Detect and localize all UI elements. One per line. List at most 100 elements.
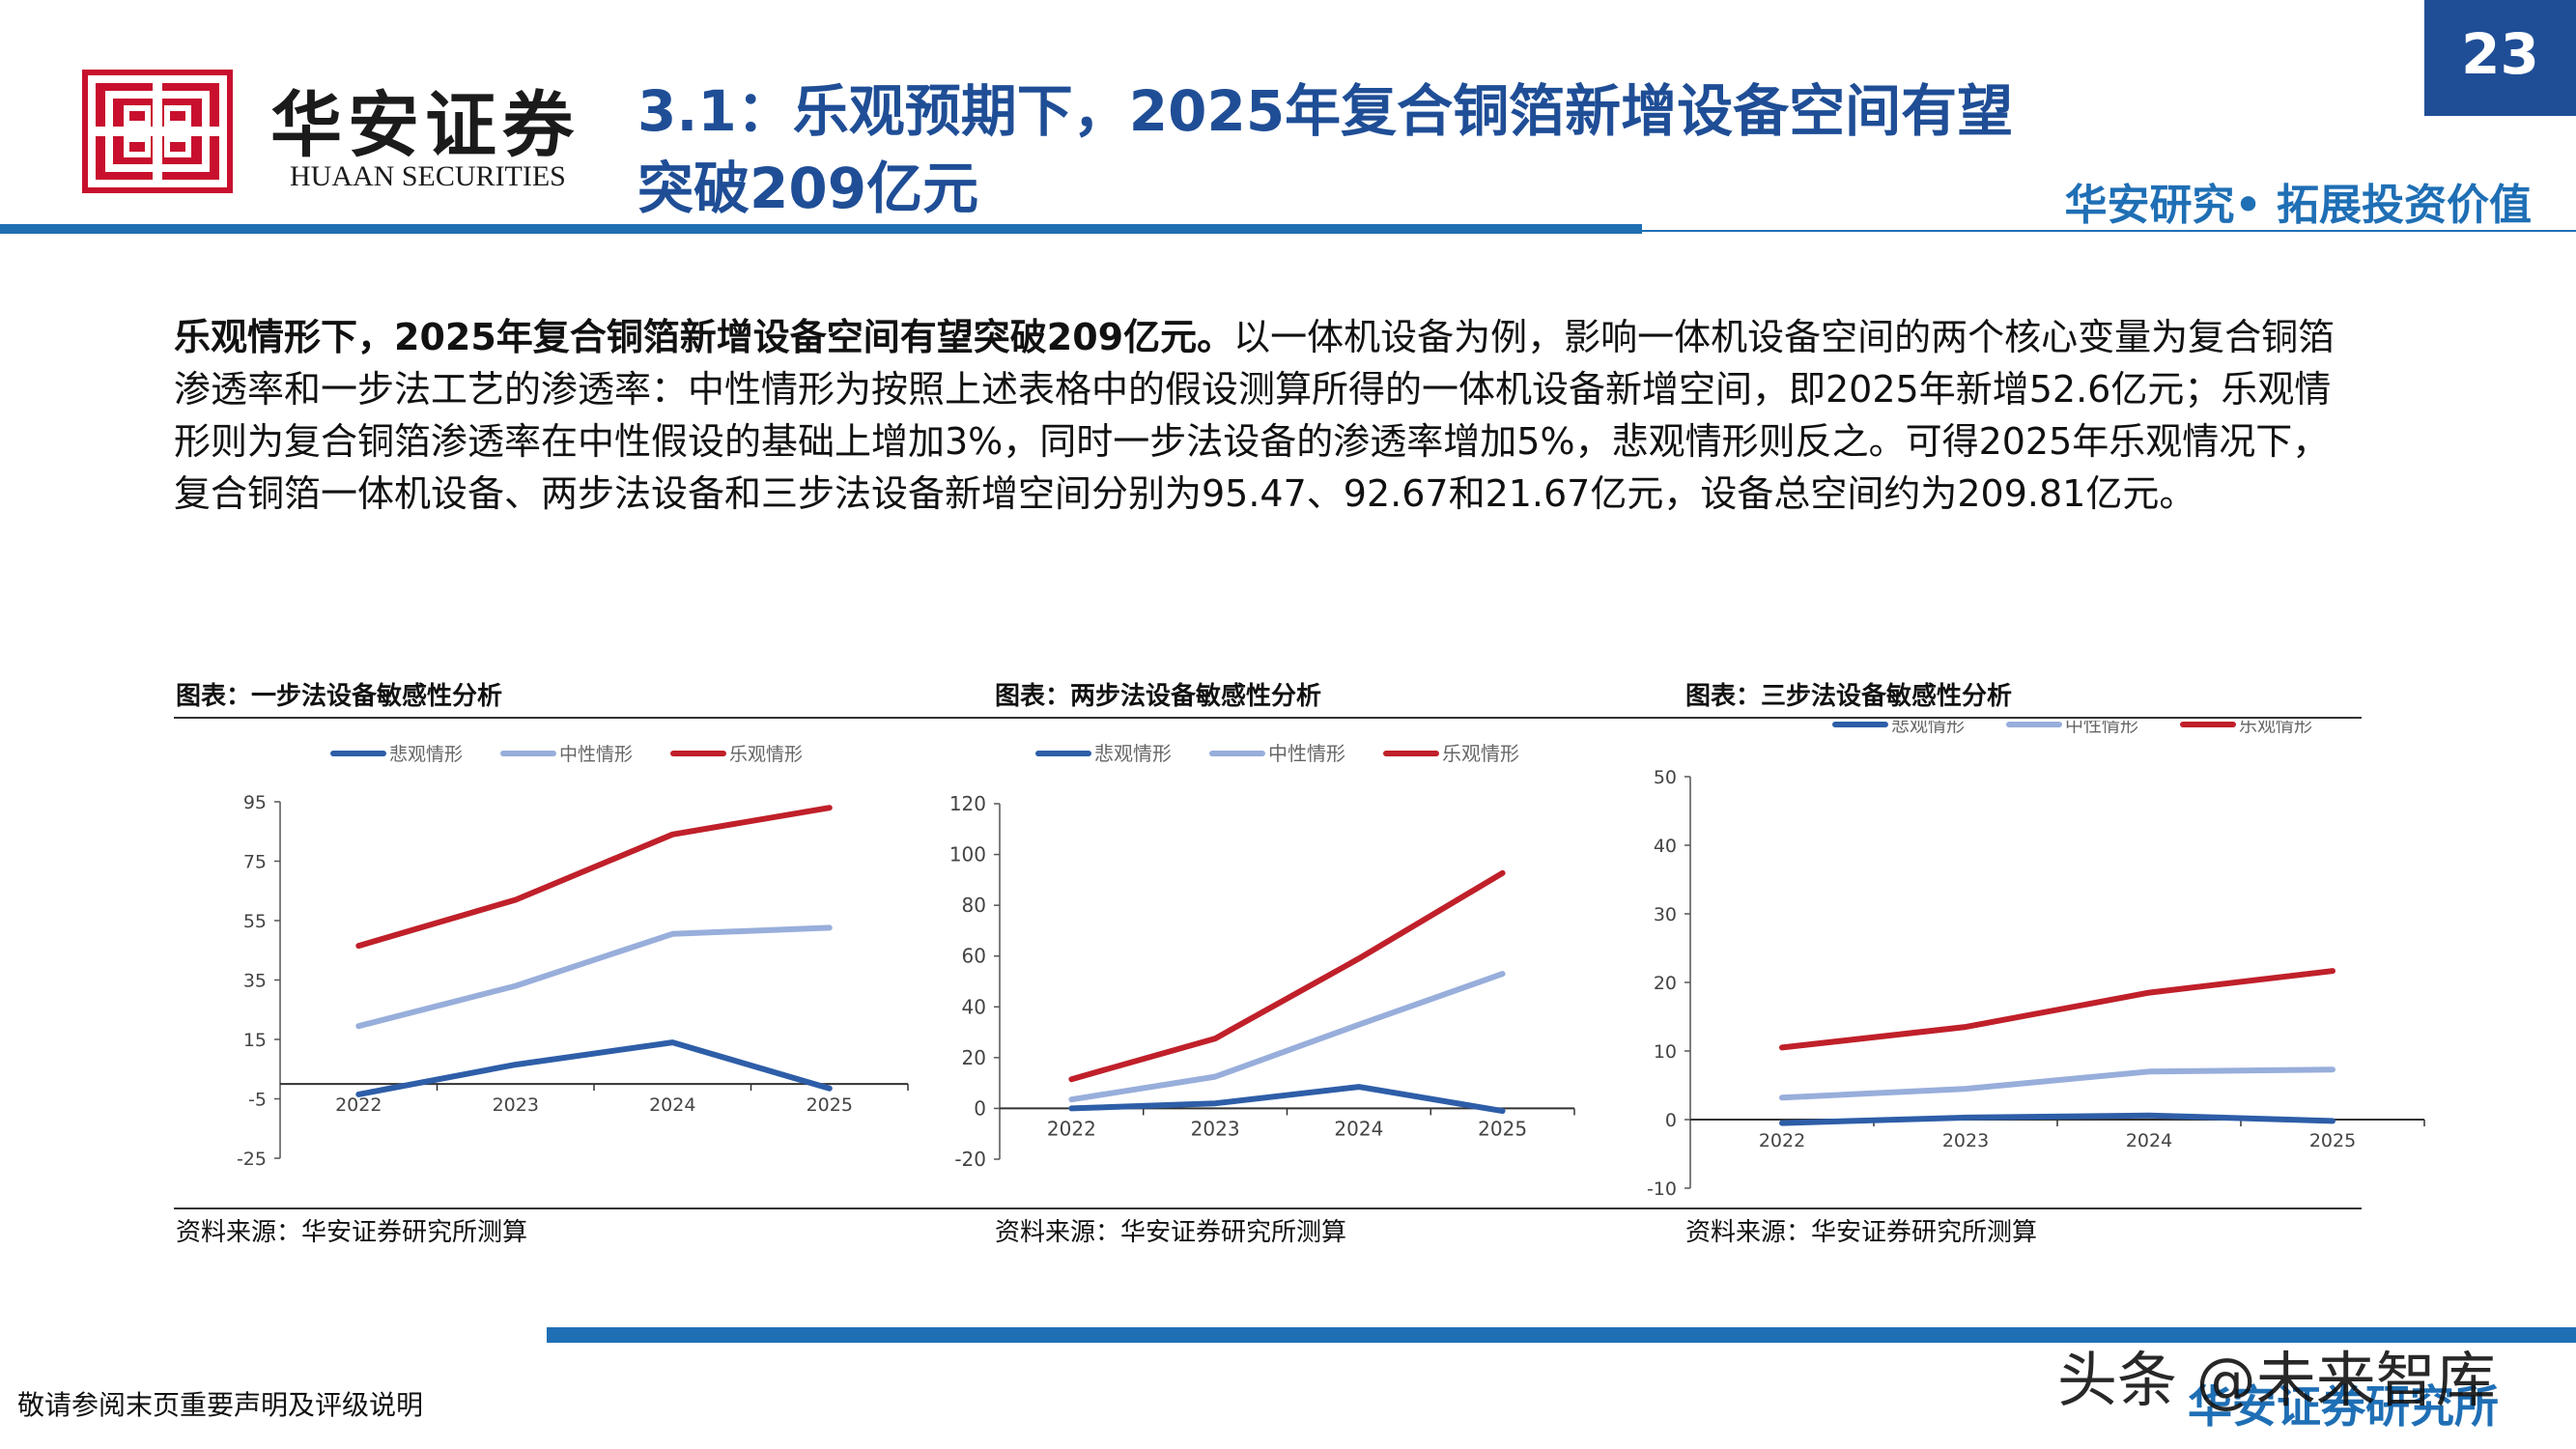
x-tick-label: 2023 [1191, 1117, 1240, 1140]
x-tick-label: 2022 [1047, 1117, 1096, 1140]
series-line-1 [1779, 1066, 2335, 1101]
series-0-point [1502, 1110, 1504, 1112]
series-1-point [671, 933, 673, 935]
y-tick-label: 35 [243, 971, 267, 992]
legend-label-1: 中性情形 [2065, 721, 2138, 736]
chart-1-title: 图表：一步法设备敏感性分析 [176, 682, 503, 711]
series-1-point [2148, 1070, 2150, 1072]
summary-lead: 乐观情形下，2025年复合铜箔新增设备空间有望突破209亿元。 [174, 316, 1234, 358]
y-tick-label: 100 [949, 843, 986, 867]
series-2-point [515, 898, 517, 900]
chart-2-source: 资料来源：华安证券研究所测算 [995, 1218, 1347, 1247]
chart-2-two-step-sensitivity: -20 0 20 40 60 80 100 120 2022 2023 2024 2025 悲观情形 中性… [949, 742, 1575, 1171]
x-tick-label: 2023 [1942, 1130, 1989, 1151]
page-number: 23 [2461, 21, 2539, 87]
x-tick-label: 2022 [335, 1094, 382, 1116]
y-tick-label: -5 [248, 1090, 267, 1111]
y-tick-label: -10 [1647, 1179, 1677, 1200]
x-tick-label: 2025 [1478, 1117, 1527, 1140]
x-tick-label: 2024 [649, 1094, 695, 1116]
series-line-1 [1068, 971, 1506, 1103]
series-2-point [2332, 970, 2334, 972]
series-2-point [1965, 1026, 1967, 1028]
brand-name-cn: 华安证券 [270, 84, 580, 167]
series-2-point [1502, 872, 1504, 874]
x-tick-label: 2025 [2309, 1130, 2356, 1151]
x-tick-label: 2022 [1759, 1130, 1805, 1151]
series-0-point [2148, 1115, 2150, 1117]
chart-2-title: 图表：两步法设备敏感性分析 [995, 682, 1322, 711]
series-2-point [2148, 992, 2150, 994]
chart-1-one-step-sensitivity: -25 -5 15 35 55 75 95 2022 2023 2024 2025 悲观情形 中性情形 乐… [237, 744, 909, 1170]
legend-label-0: 悲观情形 [1094, 742, 1172, 765]
y-tick-label: 40 [1654, 836, 1677, 857]
chart-1-source: 资料来源：华安证券研究所测算 [176, 1218, 528, 1247]
y-tick-label: 80 [962, 894, 986, 917]
series-0-point [1781, 1122, 1783, 1124]
series-0-point [1214, 1102, 1216, 1104]
series-1-point [1214, 1076, 1216, 1078]
watermark: 头条 @未来智库 [2057, 1345, 2496, 1415]
chart-3-title: 图表：三步法设备敏感性分析 [1685, 682, 2013, 711]
series-0-point [2332, 1120, 2334, 1122]
series-1-point [1502, 973, 1504, 975]
legend-label-1: 中性情形 [1268, 742, 1345, 765]
charts-top-rule [174, 717, 1888, 719]
series-2-point [1214, 1037, 1216, 1039]
x-tick-label: 2025 [807, 1094, 853, 1116]
y-tick-label: 75 [243, 852, 267, 873]
series-1-point [1781, 1096, 1783, 1098]
series-2-point [1358, 957, 1360, 959]
page-title-line2: 突破209亿元 [637, 156, 979, 221]
logo-emblem-icon [88, 75, 227, 187]
series-0-point [1965, 1117, 1967, 1119]
x-tick-label: 2024 [2126, 1130, 2172, 1151]
series-0-point [1358, 1086, 1360, 1088]
chart-3-source: 资料来源：华安证券研究所测算 [1685, 1218, 2038, 1247]
series-line-2 [1779, 968, 2335, 1051]
page-title-line1: 3.1：乐观预期下，2025年复合铜箔新增设备空间有望 [637, 78, 2014, 144]
series-1-point [1358, 1024, 1360, 1026]
series-0-point [1070, 1107, 1072, 1109]
legend-label-2: 乐观情形 [729, 744, 803, 765]
series-2-point [829, 807, 831, 809]
y-tick-label: 15 [243, 1030, 267, 1051]
y-tick-label: 0 [1665, 1110, 1677, 1131]
summary-paragraph: 乐观情形下，2025年复合铜箔新增设备空间有望突破209亿元。以一体机设备为例，… [174, 311, 2357, 520]
y-tick-label: 10 [1654, 1041, 1677, 1063]
series-1-point [1965, 1088, 1967, 1090]
legend-label-1: 中性情形 [559, 744, 633, 765]
y-tick-label: -25 [237, 1149, 267, 1170]
series-1-point [1070, 1098, 1072, 1100]
y-tick-label: 60 [962, 945, 986, 968]
series-line-2 [355, 805, 833, 950]
series-2-point [357, 945, 359, 947]
x-tick-label: 2023 [493, 1094, 539, 1116]
y-tick-label: 50 [1654, 767, 1677, 788]
legend-label-0: 悲观情形 [389, 744, 463, 765]
y-tick-label: 120 [949, 792, 986, 815]
chart-3-top-rule [1642, 717, 2362, 719]
y-tick-label: 0 [974, 1096, 986, 1120]
series-line-2 [1068, 869, 1506, 1083]
series-2-point [671, 834, 673, 836]
charts-bottom-rule [174, 1208, 2362, 1209]
y-tick-label: -20 [954, 1148, 986, 1171]
series-2-point [1070, 1078, 1072, 1080]
header-slogan: 华安研究• 拓展投资价值 [2064, 181, 2532, 230]
company-logo [82, 70, 233, 193]
series-1-point [829, 926, 831, 928]
y-tick-label: 55 [243, 911, 267, 932]
footer-brand: 华安证券研究所 [2188, 1380, 2499, 1433]
legend-label-0: 悲观情形 [1891, 721, 1965, 736]
series-0-point [671, 1041, 673, 1043]
series-2-point [1781, 1046, 1783, 1048]
footer-bar [547, 1327, 2576, 1343]
series-1-point [2332, 1068, 2334, 1070]
series-line-0 [355, 1039, 833, 1097]
series-1-point [357, 1025, 359, 1027]
footer-disclaimer-note: 敬请参阅末页重要声明及评级说明 [17, 1389, 424, 1421]
y-tick-label: 95 [243, 792, 267, 813]
y-tick-label: 20 [962, 1046, 986, 1069]
series-line-0 [1779, 1112, 2335, 1126]
